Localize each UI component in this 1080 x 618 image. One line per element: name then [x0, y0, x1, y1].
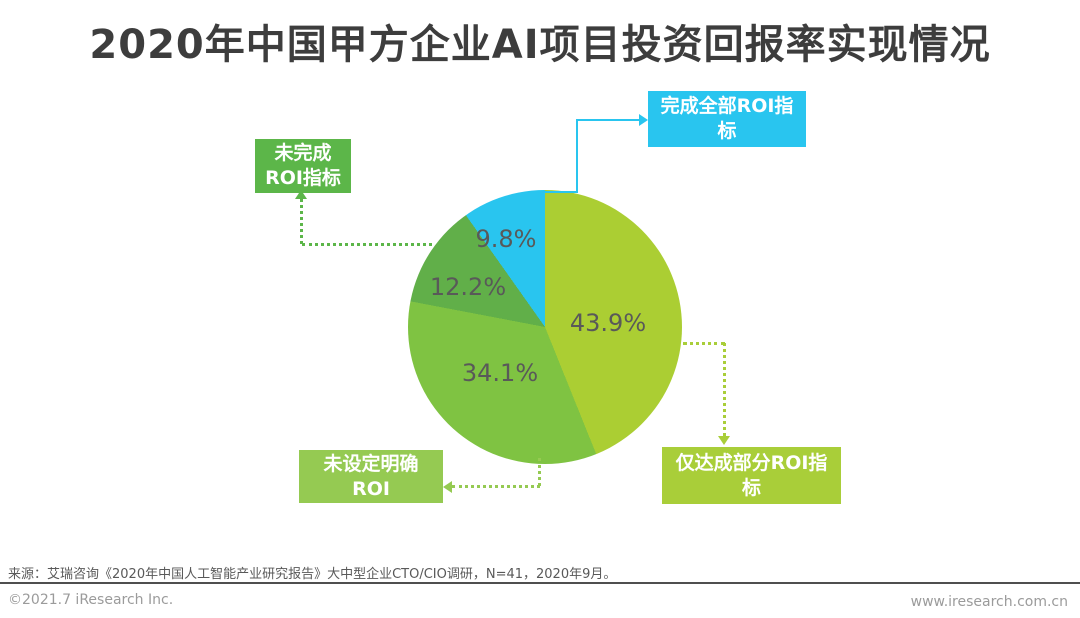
pie-label-complete-all: 9.8% [475, 225, 537, 253]
leader-line-partial [683, 342, 725, 345]
leader-line-complete-all [545, 191, 578, 193]
copyright-text: ©2021.7 iResearch Inc. [8, 592, 174, 608]
leader-line-complete-all [576, 120, 578, 193]
leader-line-not-complete [300, 199, 303, 244]
callout-complete-all-roi: 完成全部ROI指 标 [648, 91, 806, 147]
arrowhead-up-icon [295, 190, 307, 199]
arrowhead-right-icon [639, 114, 648, 126]
leader-line-no-roi-set [538, 458, 541, 486]
leader-line-no-roi-set [452, 485, 540, 488]
leader-line-partial [723, 343, 726, 436]
leader-line-complete-all [576, 119, 640, 121]
arrowhead-down-icon [718, 436, 730, 445]
pie-label-no-roi-set: 34.1% [461, 359, 539, 387]
source-note: 来源：艾瑞咨询《2020年中国人工智能产业研究报告》大中型企业CTO/CIO调研… [8, 567, 617, 582]
pie-label-partial: 43.9% [569, 309, 647, 337]
callout-not-complete-roi: 未完成 ROI指标 [255, 139, 351, 193]
callout-no-roi-set: 未设定明确 ROI [299, 450, 443, 503]
website-url: www.iresearch.com.cn [910, 594, 1068, 610]
page-title: 2020年中国甲方企业AI项目投资回报率实现情况 [89, 22, 991, 68]
callout-partial-roi: 仅达成部分ROI指 标 [662, 447, 841, 504]
leader-line-not-complete [302, 243, 432, 246]
pie-label-not-complete: 12.2% [429, 273, 507, 301]
pie-chart [408, 190, 682, 464]
footer-divider [0, 582, 1080, 584]
arrowhead-left-icon [443, 481, 452, 493]
